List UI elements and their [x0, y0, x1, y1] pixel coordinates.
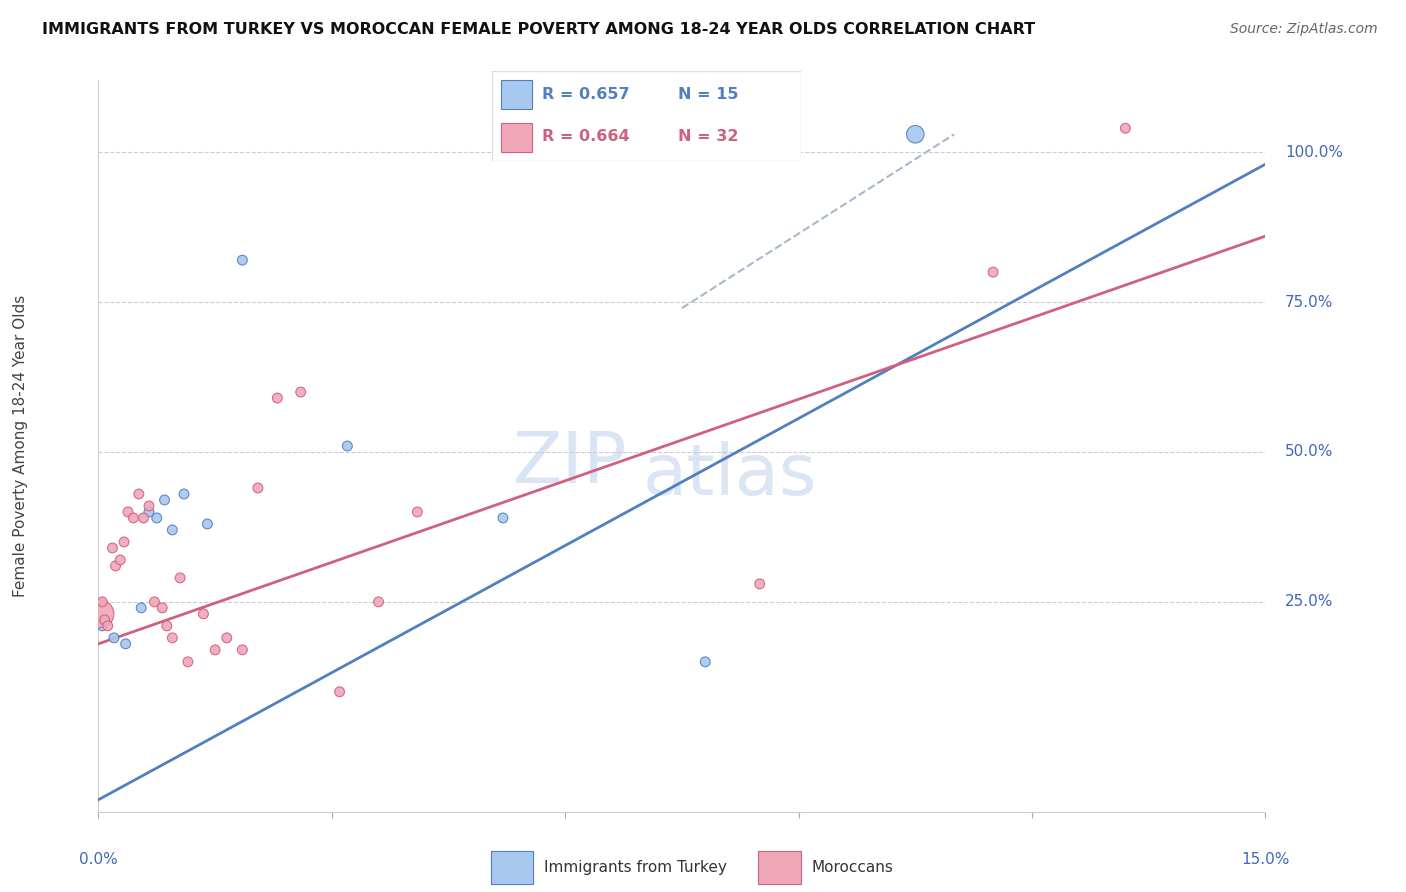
Point: [204, 643, 226, 657]
Text: 50.0%: 50.0%: [1285, 444, 1333, 459]
Point: [114, 637, 136, 651]
Text: 15.0%: 15.0%: [1241, 852, 1289, 867]
Point: [748, 577, 770, 591]
Text: 0.0%: 0.0%: [79, 852, 118, 867]
Text: R = 0.657: R = 0.657: [541, 87, 630, 102]
Text: R = 0.664: R = 0.664: [541, 129, 630, 145]
Bar: [502, 80, 533, 109]
Point: [162, 631, 184, 645]
Point: [246, 481, 269, 495]
Text: N = 15: N = 15: [678, 87, 738, 102]
Text: Immigrants from Turkey: Immigrants from Turkey: [544, 860, 727, 875]
Text: ZIP: ZIP: [513, 429, 627, 499]
Point: [89, 607, 111, 621]
Point: [231, 643, 253, 657]
Point: [101, 541, 124, 555]
Point: [290, 385, 312, 400]
Point: [177, 655, 200, 669]
Point: [406, 505, 429, 519]
Point: [132, 511, 155, 525]
Point: [138, 505, 160, 519]
Point: [150, 600, 173, 615]
Point: [162, 523, 184, 537]
Point: [904, 127, 927, 141]
Text: N = 32: N = 32: [678, 129, 738, 145]
Point: [108, 553, 131, 567]
Point: [93, 613, 115, 627]
Point: [215, 631, 238, 645]
Point: [329, 685, 352, 699]
Text: Source: ZipAtlas.com: Source: ZipAtlas.com: [1230, 22, 1378, 37]
Text: 100.0%: 100.0%: [1285, 145, 1343, 160]
Text: Female Poverty Among 18-24 Year Olds: Female Poverty Among 18-24 Year Olds: [13, 295, 28, 597]
Text: atlas: atlas: [643, 442, 817, 510]
Point: [97, 619, 120, 633]
Text: 75.0%: 75.0%: [1285, 294, 1333, 310]
Point: [91, 595, 114, 609]
Point: [367, 595, 389, 609]
Bar: [758, 851, 800, 883]
Point: [231, 253, 253, 268]
Point: [492, 511, 515, 525]
Point: [1114, 121, 1136, 136]
Point: [128, 487, 150, 501]
Point: [103, 631, 125, 645]
Point: [129, 600, 152, 615]
Point: [173, 487, 195, 501]
Point: [122, 511, 145, 525]
Text: 25.0%: 25.0%: [1285, 594, 1333, 609]
Text: Moroccans: Moroccans: [811, 860, 893, 875]
Point: [695, 655, 717, 669]
Point: [193, 607, 215, 621]
Point: [156, 619, 179, 633]
Point: [104, 558, 127, 573]
Text: IMMIGRANTS FROM TURKEY VS MOROCCAN FEMALE POVERTY AMONG 18-24 YEAR OLDS CORRELAT: IMMIGRANTS FROM TURKEY VS MOROCCAN FEMAL…: [42, 22, 1035, 37]
Point: [91, 619, 114, 633]
Point: [266, 391, 288, 405]
Point: [143, 595, 166, 609]
Bar: [502, 123, 533, 152]
Point: [981, 265, 1004, 279]
Point: [153, 492, 176, 507]
Point: [146, 511, 169, 525]
Bar: [491, 851, 533, 883]
Point: [195, 516, 218, 531]
Point: [138, 499, 160, 513]
Point: [336, 439, 359, 453]
Point: [112, 535, 135, 549]
Point: [117, 505, 139, 519]
Point: [169, 571, 191, 585]
